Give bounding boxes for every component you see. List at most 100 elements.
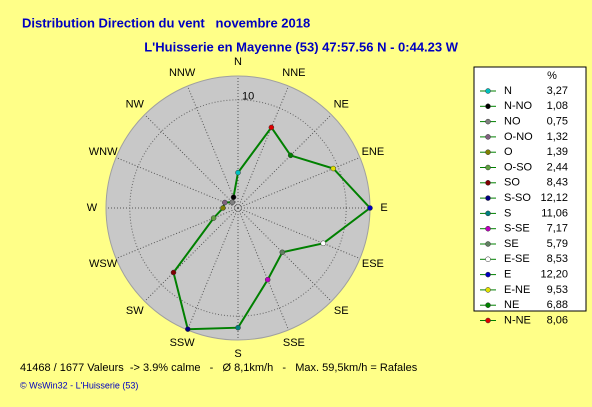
legend-marker — [485, 118, 491, 125]
axis-label: NE — [334, 99, 349, 111]
spoke — [144, 207, 239, 302]
axis-label: NNW — [169, 67, 196, 79]
marker — [268, 124, 275, 131]
legend-value: 12,12 — [540, 192, 568, 204]
legend-value: 7,17 — [547, 223, 568, 235]
marker — [320, 240, 327, 247]
legend-label: NE — [504, 299, 519, 311]
axis-label: WSW — [89, 258, 118, 270]
axis-label: E — [380, 202, 387, 214]
marker — [222, 199, 228, 206]
legend-label: S-SO — [504, 192, 531, 204]
marker — [235, 169, 241, 176]
axis-label: SE — [334, 305, 349, 317]
spoke — [187, 207, 239, 331]
legend-marker — [485, 210, 491, 217]
legend-label: S-SE — [504, 223, 530, 235]
spoke — [115, 157, 239, 209]
spoke — [237, 207, 289, 331]
marker — [229, 199, 236, 206]
spoke — [237, 157, 361, 209]
axis-label: ENE — [362, 146, 385, 158]
legend-value: 6,88 — [547, 299, 568, 311]
marker — [220, 205, 226, 211]
axis-label: WNW — [89, 146, 118, 158]
marker — [170, 269, 177, 276]
spoke — [187, 85, 239, 209]
legend-title: % — [547, 70, 557, 82]
spoke — [115, 207, 239, 259]
legend-label: SE — [504, 238, 519, 250]
marker — [264, 276, 271, 283]
legend-marker — [485, 103, 491, 110]
legend-label: E-NE — [504, 284, 530, 296]
legend-marker — [485, 241, 491, 247]
legend-marker — [485, 149, 491, 155]
legend-marker — [485, 271, 491, 278]
marker — [235, 324, 241, 331]
legend-value: 8,43 — [547, 177, 568, 189]
legend-value: 0,75 — [547, 116, 568, 128]
spoke — [237, 85, 289, 209]
axis-label: SSE — [283, 337, 305, 349]
legend-marker — [485, 302, 491, 308]
legend-value: 8,53 — [547, 253, 568, 265]
legend-marker — [485, 287, 491, 293]
legend-label: SO — [504, 177, 520, 189]
legend-label: O-NO — [504, 131, 533, 143]
marker — [185, 326, 191, 332]
legend-value: 12,20 — [540, 269, 568, 281]
spoke — [144, 114, 239, 209]
chart-subtitle: L'Huisserie en Mayenne (53) 47:57.56 N -… — [144, 39, 459, 54]
chart-title: Distribution Direction du vent novembre … — [22, 15, 310, 30]
legend-value: 9,53 — [547, 284, 568, 296]
legend-marker — [485, 195, 491, 201]
axis-label: ESE — [362, 258, 384, 270]
marker — [367, 205, 373, 211]
spoke — [237, 207, 332, 302]
legend-label: N-NO — [504, 100, 533, 112]
legend-label: O-SO — [504, 161, 533, 173]
marker — [330, 165, 337, 172]
axis-label: N — [234, 56, 242, 68]
legend-value: 5,79 — [547, 238, 568, 250]
footer: 41468 / 1677 Valeurs -> 3.9% calme - Ø 8… — [20, 362, 418, 374]
marker — [287, 152, 294, 159]
legend-value: 1,39 — [547, 146, 568, 158]
legend-value: 8,06 — [547, 314, 568, 326]
legend-value: 2,44 — [547, 161, 568, 173]
legend-box — [473, 66, 587, 312]
legend-label: N — [504, 85, 512, 97]
legend-label: O — [504, 146, 513, 158]
legend-value: 3,27 — [547, 85, 568, 97]
legend-label: N-NE — [504, 314, 531, 326]
credit: © WsWin32 - L'Huisserie (53) — [20, 380, 138, 390]
axis-label: NW — [126, 99, 145, 111]
spoke — [237, 207, 361, 259]
legend-marker — [485, 134, 491, 140]
legend-value: 11,06 — [541, 207, 568, 219]
legend-value: 1,08 — [547, 100, 568, 112]
spoke — [237, 114, 332, 209]
axis-label: W — [87, 202, 98, 214]
legend-label: NO — [504, 116, 521, 128]
legend-label: S — [504, 207, 511, 219]
legend-marker — [485, 180, 491, 186]
axis-label: S — [234, 348, 241, 360]
axis-label: SW — [126, 305, 144, 317]
legend-marker — [485, 225, 491, 232]
marker — [230, 194, 237, 200]
legend-label: E-SE — [504, 253, 530, 265]
marker — [279, 249, 286, 256]
legend-marker — [485, 164, 491, 171]
axis-label: SSW — [170, 337, 196, 349]
legend-marker — [485, 256, 491, 263]
r-tick-label: 10 — [242, 91, 254, 103]
legend-value: 1,32 — [547, 131, 568, 143]
axis-label: NNE — [282, 67, 305, 79]
legend-marker — [485, 317, 491, 324]
legend-label: E — [504, 269, 511, 281]
legend-marker — [485, 88, 491, 94]
marker — [210, 215, 217, 221]
